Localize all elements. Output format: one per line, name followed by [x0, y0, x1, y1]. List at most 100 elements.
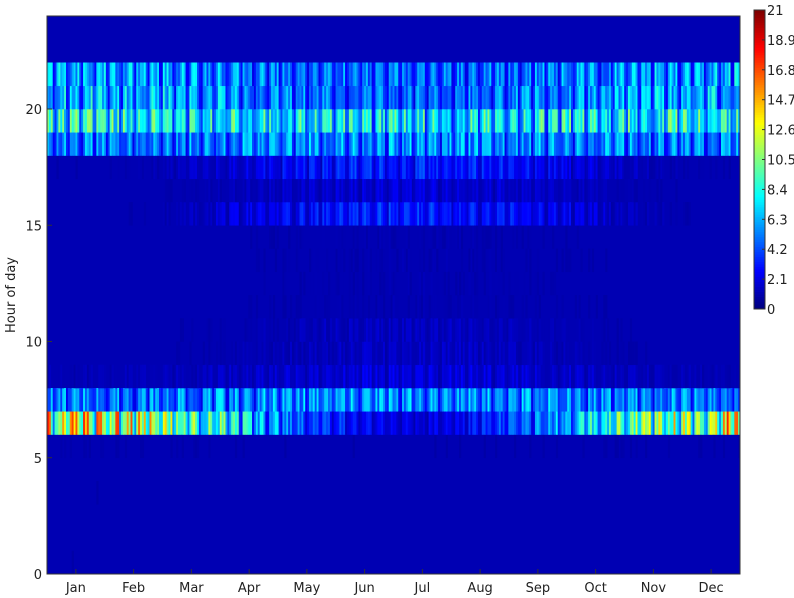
- heatmap-cell: [407, 341, 410, 366]
- heatmap-cell: [60, 132, 63, 156]
- heatmap-cell: [367, 295, 371, 319]
- heatmap-cell: [447, 411, 450, 435]
- heatmap-cell: [715, 411, 718, 435]
- heatmap-cell: [215, 364, 219, 389]
- heatmap-cell: [83, 388, 86, 412]
- heatmap-cell: [584, 364, 587, 389]
- heatmap-cell: [601, 155, 604, 180]
- heatmap-cell: [238, 85, 241, 110]
- colorbar-swatch: [754, 214, 765, 218]
- heatmap-cell: [711, 85, 714, 110]
- heatmap-cell: [162, 85, 166, 110]
- heatmap-cell: [356, 85, 359, 110]
- heatmap-cell: [318, 132, 321, 156]
- heatmap-cell: [263, 178, 266, 203]
- heatmap-cell: [466, 155, 469, 180]
- heatmap-cell: [141, 364, 145, 389]
- heatmap-cell: [384, 132, 388, 156]
- heatmap-cell: [620, 109, 623, 133]
- heatmap-cell: [565, 109, 568, 133]
- heatmap-cell: [646, 364, 650, 389]
- heatmap-cell: [405, 155, 409, 180]
- heatmap-cell: [489, 364, 492, 389]
- heatmap-cell: [390, 364, 393, 389]
- heatmap-cell: [561, 364, 564, 389]
- heatmap-cell: [430, 155, 433, 180]
- heatmap-cell: [550, 364, 553, 389]
- heatmap-cell: [329, 364, 333, 389]
- heatmap-cell: [694, 388, 697, 412]
- heatmap-cell: [591, 364, 595, 389]
- heatmap-cell: [561, 202, 564, 226]
- heatmap-cell: [563, 62, 566, 87]
- heatmap-cell: [204, 202, 207, 226]
- heatmap-cell: [356, 248, 359, 273]
- heatmap-cell: [193, 85, 196, 110]
- heatmap-cell: [470, 178, 473, 203]
- heatmap-cell: [658, 109, 661, 133]
- heatmap-cell: [605, 178, 608, 203]
- heatmap-cell: [417, 178, 420, 203]
- heatmap-cell: [424, 132, 428, 156]
- heatmap-cell: [614, 155, 617, 180]
- heatmap-cell: [107, 132, 110, 156]
- heatmap-cell: [449, 155, 452, 180]
- heatmap-cell: [362, 364, 365, 389]
- heatmap-cell: [736, 364, 739, 389]
- heatmap-cell: [690, 109, 693, 133]
- heatmap-cell: [312, 155, 316, 180]
- heatmap-cell: [700, 109, 703, 133]
- heatmap-cell: [215, 388, 219, 412]
- heatmap-cell: [624, 155, 627, 180]
- heatmap-cell: [343, 411, 346, 435]
- heatmap-cell: [369, 271, 372, 296]
- heatmap-cell: [309, 109, 312, 133]
- colorbar-swatch: [754, 176, 765, 180]
- heatmap-cell: [193, 434, 196, 459]
- heatmap-cell: [407, 109, 410, 133]
- heatmap-cell: [696, 411, 699, 435]
- x-tick-label: Feb: [122, 581, 145, 596]
- heatmap-cell: [443, 318, 447, 342]
- heatmap-cell: [356, 178, 359, 203]
- heatmap-cell: [248, 109, 251, 133]
- heatmap-cell: [312, 132, 316, 156]
- heatmap-cell: [316, 109, 319, 133]
- heatmap-cell: [717, 388, 720, 412]
- heatmap-cell: [620, 85, 623, 110]
- heatmap-cell: [73, 132, 76, 156]
- heatmap-cell: [419, 318, 422, 342]
- heatmap-cell: [572, 109, 576, 133]
- heatmap-cell: [155, 62, 158, 87]
- heatmap-cell: [529, 341, 532, 366]
- heatmap-cell: [496, 155, 500, 180]
- heatmap-cell: [100, 109, 103, 133]
- heatmap-cell: [278, 62, 281, 87]
- heatmap-cell: [690, 388, 693, 412]
- heatmap-cell: [115, 109, 118, 133]
- heatmap-cell: [633, 341, 636, 366]
- heatmap-cell: [512, 202, 515, 226]
- heatmap-cell: [326, 318, 329, 342]
- heatmap-cell: [215, 132, 219, 156]
- heatmap-cell: [645, 341, 648, 366]
- heatmap-cell: [472, 341, 475, 366]
- heatmap-cell: [54, 132, 57, 156]
- heatmap-cell: [559, 388, 562, 412]
- heatmap-cell: [303, 132, 306, 156]
- heatmap-cell: [468, 85, 471, 110]
- heatmap-cell: [555, 434, 559, 459]
- heatmap-cell: [305, 178, 308, 203]
- heatmap-cell: [345, 132, 348, 156]
- heatmap-cell: [515, 225, 519, 249]
- heatmap-cell: [246, 178, 249, 203]
- heatmap-cell: [335, 318, 338, 342]
- heatmap-cell: [618, 155, 621, 180]
- heatmap-cell: [645, 434, 648, 459]
- heatmap-cell: [329, 341, 333, 366]
- heatmap-cell: [700, 85, 703, 110]
- heatmap-cell: [476, 271, 479, 296]
- heatmap-cell: [721, 109, 724, 133]
- heatmap-cell: [440, 341, 443, 366]
- heatmap-cell: [460, 411, 464, 435]
